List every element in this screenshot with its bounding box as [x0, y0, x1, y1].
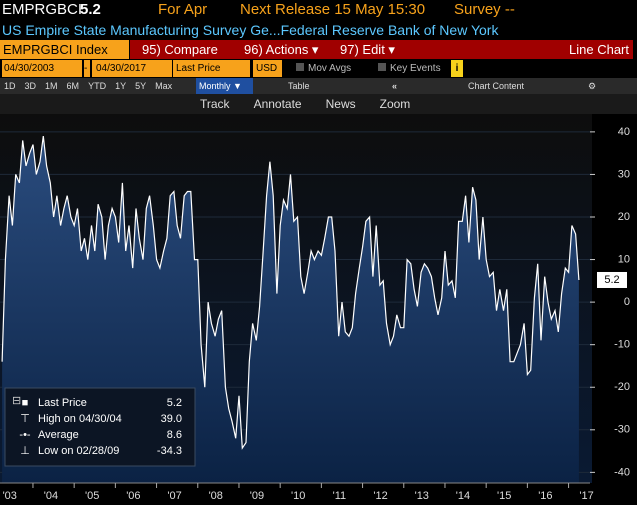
settings-icon[interactable]: ⚙ — [588, 81, 597, 91]
x-tick-label: '11 — [333, 490, 347, 502]
y-tick-label: 10 — [618, 253, 630, 265]
range-button[interactable]: 1D — [4, 81, 16, 91]
actions-button[interactable]: 96) Actions ▾ — [229, 40, 340, 59]
toolbar: EMPRGBCI Index 95) Compare 96) Actions ▾… — [0, 40, 637, 59]
description: US Empire State Manufacturing Survey Ge.… — [2, 22, 499, 38]
range-button[interactable]: 1M — [45, 81, 58, 91]
line — [1, 136, 580, 450]
end-date[interactable]: 04/30/2017 — [92, 60, 172, 77]
last-value-box — [597, 271, 627, 288]
key-events[interactable]: Key Events — [378, 60, 441, 77]
range-row: 1D 3D 1M 6M YTD 1Y 5Y Max Monthly ▼ Table « Cha… — [0, 78, 637, 94]
x-tick-label: '03 — [3, 490, 17, 502]
tools-row: Track Annotate News Zoom — [0, 94, 637, 114]
checkbox[interactable] — [378, 63, 386, 71]
x-tick-label: '10 — [291, 490, 305, 502]
start-date[interactable]: 04/30/2003 — [2, 60, 82, 77]
y-tick-label: -20 — [614, 381, 630, 393]
range-button[interactable]: 5Y — [135, 81, 147, 91]
tool-button[interactable]: Zoom — [379, 97, 411, 111]
x-axis-band — [0, 483, 637, 505]
period: For Apr — [158, 1, 208, 18]
field-select[interactable]: Last Price — [173, 60, 250, 77]
range-buttons: 1D 3D 1M 6M YTD 1Y 5Y Max — [4, 78, 181, 94]
legend: ■ Last Price 5.2 ⊤ High on 04/30/04 39.0 -•- Av… — [4, 387, 196, 467]
survey: Survey -- — [454, 1, 515, 18]
legend-background — [4, 387, 196, 467]
x-tick-label: '17 — [579, 490, 593, 502]
legend-value: 39.0 — [161, 413, 182, 425]
header-row: EMPRGBCI 5.2 For Apr Next Release 15 May… — [0, 0, 637, 20]
y-tick-label: -30 — [614, 424, 630, 436]
x-tick-label: '09 — [250, 490, 264, 502]
tool-button[interactable]: News — [325, 97, 356, 111]
x-tick-label: '07 — [167, 490, 181, 502]
y-tick-label: -40 — [614, 466, 630, 478]
x-tick-label: '08 — [209, 490, 223, 502]
legend-name: Low on 02/28/09 — [38, 445, 119, 457]
legend-collapse: ⊟ — [12, 395, 21, 407]
range-button[interactable]: YTD — [88, 81, 107, 91]
range-button[interactable]: 1Y — [115, 81, 127, 91]
date-separator: - — [84, 60, 90, 77]
x-tick-label: '14 — [456, 490, 470, 502]
legend-icon: ■ — [22, 397, 29, 409]
chart-type[interactable]: Line Chart — [396, 40, 633, 59]
last-value: 5.2 — [80, 1, 101, 18]
frequency-select[interactable]: Monthly ▼ — [196, 78, 253, 94]
x-tick-label: '04 — [44, 490, 58, 502]
legend-icon: ⊤ — [20, 413, 30, 425]
legend-value: -34.3 — [157, 445, 182, 457]
legend-name: Last Price — [38, 397, 87, 409]
range-button[interactable]: Max — [155, 81, 173, 91]
table-button[interactable]: Table — [288, 81, 310, 91]
range-button[interactable]: 6M — [66, 81, 80, 91]
info-icon[interactable]: i — [451, 60, 463, 77]
legend-icon: -•- — [19, 429, 31, 441]
legend-icon: ⊥ — [20, 445, 30, 457]
tool-button[interactable]: Annotate — [253, 97, 302, 111]
y-tick-label: 40 — [618, 126, 630, 138]
collapse-arrows[interactable]: « — [392, 81, 398, 91]
chart-content[interactable]: Chart Content — [468, 81, 525, 91]
tool-buttons: Track Annotate News Zoom — [186, 94, 420, 114]
key-events-label: Key Events — [390, 63, 441, 74]
legend-value: 5.2 — [167, 397, 182, 409]
x-tick-label: '15 — [497, 490, 511, 502]
ticker: EMPRGBCI — [2, 1, 83, 18]
legend-name: High on 04/30/04 — [38, 413, 122, 425]
security-field[interactable]: EMPRGBCI Index — [0, 40, 129, 59]
x-tick-label: '16 — [538, 490, 552, 502]
compare-button[interactable]: 95) Compare — [130, 40, 238, 59]
mov-avgs-label: Mov Avgs — [308, 63, 352, 74]
tool-button[interactable]: Track — [200, 97, 230, 111]
last-value-label: 5.2 — [604, 274, 619, 286]
next-release: Next Release 15 May 15:30 — [240, 1, 426, 18]
x-tick-label: '12 — [373, 490, 387, 502]
currency-select[interactable]: USD — [253, 60, 282, 77]
y-tick-label: 20 — [618, 211, 630, 223]
legend-name: Average — [38, 429, 79, 441]
y-tick-label: 0 — [624, 296, 630, 308]
chart: 40 30 20 10 0 -10 -20 -30 -40 5.2 '03 '04 '05 '06 '07 '… — [0, 114, 637, 505]
y-tick-label: 30 — [618, 168, 630, 180]
edit-button[interactable]: 97) Edit ▾ — [328, 40, 404, 59]
controls-row: 04/30/2003 - 04/30/2017 Last Price USD M… — [0, 60, 637, 77]
mov-avgs[interactable]: Mov Avgs — [296, 60, 351, 77]
legend-value: 8.6 — [167, 429, 182, 441]
checkbox[interactable] — [296, 63, 304, 71]
x-tick-label: '05 — [85, 490, 99, 502]
y-tick-label: -10 — [614, 339, 630, 351]
x-tick-label: '13 — [415, 490, 429, 502]
x-tick-label: '06 — [126, 490, 140, 502]
range-button[interactable]: 3D — [24, 81, 37, 91]
